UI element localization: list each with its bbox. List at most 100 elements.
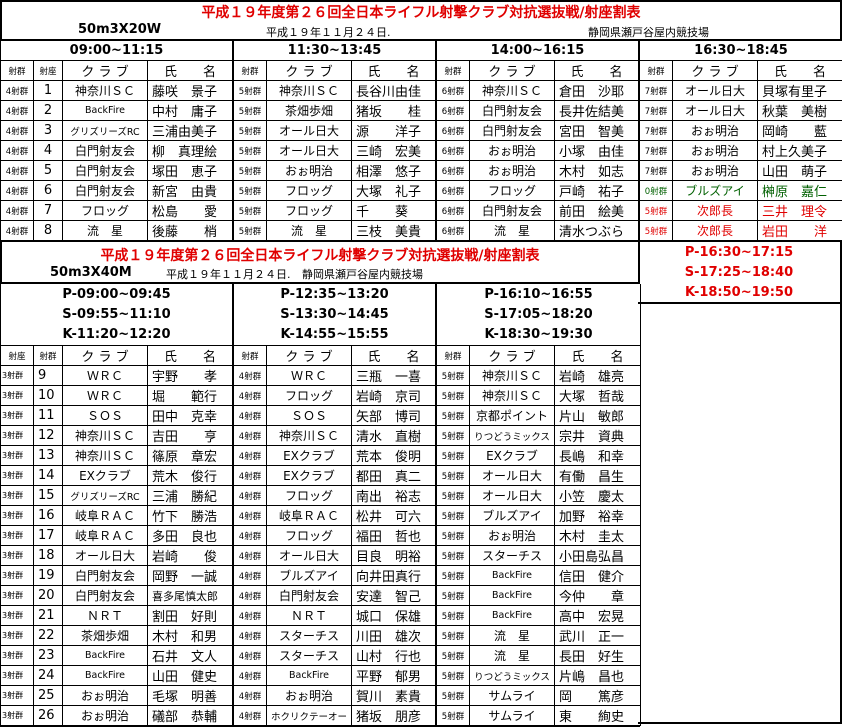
row-club: EXクラブ [470,446,555,466]
row-lane: 15 [34,486,63,506]
row-name: 清水つぶら [555,221,640,241]
row-club: ＳＯＳ [267,406,352,426]
row-lane: 3 [34,121,63,141]
row-name: 片山 敏郎 [555,406,641,426]
row-club: 白門射友会 [470,201,555,221]
header-name: 氏 名 [555,346,641,366]
row-club: 流 星 [470,646,555,666]
row-name: 荒本 俊明 [352,446,437,466]
row-group: 3射群 [1,446,34,466]
row-group: 6射群 [437,201,470,221]
row-group: 3射群 [1,466,34,486]
row-club: 流 星 [63,221,148,241]
row-group: 3射群 [1,386,34,406]
row-name: 秋葉 美樹 [758,101,842,121]
row-group: 7射群 [640,101,673,121]
row-club: ブルズアイ [470,506,555,526]
row-club: オール日大 [267,121,352,141]
session-time: S-13:30~14:45 [280,307,389,322]
row-name: 礒部 恭輔 [148,706,234,726]
row-lane: 22 [34,626,63,646]
row-club: オール日大 [673,101,758,121]
row-lane: 7 [34,201,63,221]
row-group: 6射群 [437,81,470,101]
row-name: 松井 可六 [352,506,437,526]
row-group: 4射群 [234,666,267,686]
row-name: 宇野 孝 [148,366,234,386]
row-club: フロッグ [267,181,352,201]
row-club: りつどうミックス [470,666,555,686]
row-group: 3射群 [1,706,34,726]
row-name: 岩崎 雄亮 [555,366,641,386]
row-name: 竹下 勝浩 [148,506,234,526]
row-club: サムライ [470,686,555,706]
header-group: 射群 [234,61,267,81]
row-name: 小塚 由佳 [555,141,640,161]
row-lane: 5 [34,161,63,181]
row-club: フロッグ [470,181,555,201]
row-group: 4射群 [1,101,34,121]
row-group: 5射群 [234,121,267,141]
session-time: P-16:10~16:55 [484,287,593,302]
row-group: 4射群 [1,221,34,241]
bottom-schedule-table: P-09:00~09:45 S-09:55~11:10 K-11:20~12:20 P… [0,282,641,727]
row-group: 5射群 [437,566,470,586]
row-club: 茶畑歩畑 [267,101,352,121]
row-name: 堀 範行 [148,386,234,406]
row-club: おぉ明治 [673,161,758,181]
row-club: おぉ明治 [673,141,758,161]
header-group: 射群 [437,346,470,366]
row-club: おぉ明治 [470,161,555,181]
bottom-venue: 静岡県瀬戸谷屋内競技場 [302,268,423,281]
row-club: BackFire [63,101,148,121]
row-group: 4射群 [1,181,34,201]
header-club: ク ラ ブ [267,61,352,81]
row-group: 4射群 [234,646,267,666]
row-group: 4射群 [234,386,267,406]
row-club: 神奈川ＳＣ [267,426,352,446]
row-lane: 26 [34,706,63,726]
row-lane: 23 [34,646,63,666]
row-lane: 21 [34,606,63,626]
row-club: 流 星 [267,221,352,241]
row-group: 5射群 [437,366,470,386]
row-group: 4射群 [234,466,267,486]
row-club: オール日大 [470,466,555,486]
row-name: 柳 真理絵 [148,141,234,161]
side-time: K-18:50~19:50 [685,284,793,300]
header-name: 氏 名 [555,61,640,81]
row-group: 3射群 [1,366,34,386]
row-name: 大塚 礼子 [352,181,437,201]
row-club: ブルズアイ [673,181,758,201]
row-name: 岩田 洋 [758,221,842,241]
row-name: 割田 好則 [148,606,234,626]
row-name: 大塚 哲哉 [555,386,641,406]
row-group: 5射群 [437,426,470,446]
row-club: 茶畑歩畑 [63,626,148,646]
row-lane: 20 [34,586,63,606]
row-club: ＷＲＣ [63,386,148,406]
session-time: 09:00~11:15 [1,41,234,61]
row-club: 京都ポイント [470,406,555,426]
row-group: 4射群 [234,526,267,546]
row-group: 5射群 [640,221,673,241]
row-name: 山村 行也 [352,646,437,666]
row-name: 向井田真行 [352,566,437,586]
row-name: 山田 健史 [148,666,234,686]
row-club: 白門射友会 [63,566,148,586]
row-club: ＮＲＴ [63,606,148,626]
row-name: 賀川 素貴 [352,686,437,706]
top-venue: 静岡県瀬戸谷屋内競技場 [588,26,709,39]
session-time: 14:00~16:15 [437,41,640,61]
row-club: フロッグ [267,486,352,506]
row-club: フロッグ [267,201,352,221]
row-name: 猪坂 朋彦 [352,706,437,726]
row-lane: 4 [34,141,63,161]
session-times: P-09:00~09:45 S-09:55~11:10 K-11:20~12:20 [1,284,234,346]
row-club: 神奈川ＳＣ [267,81,352,101]
session-time: S-17:05~18:20 [484,307,593,322]
row-club: オール日大 [63,546,148,566]
row-name: 後藤 梢 [148,221,234,241]
row-name: 長田 好生 [555,646,641,666]
row-group: 5射群 [437,706,470,726]
